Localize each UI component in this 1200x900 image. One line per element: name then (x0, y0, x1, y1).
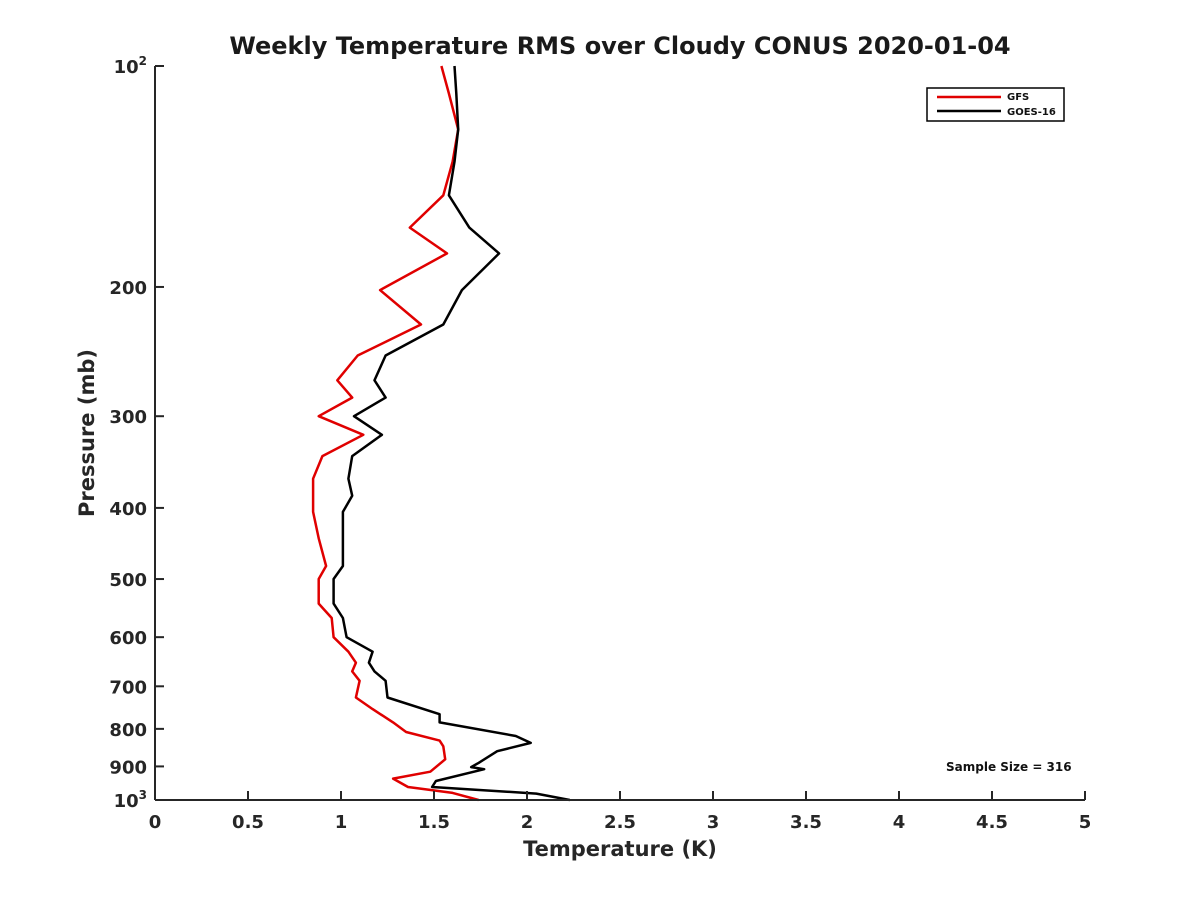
x-tick-label: 1 (335, 812, 348, 833)
series-layer (311, 65, 571, 802)
y-tick-label: 600 (109, 628, 147, 649)
sample-size-annotation: Sample Size = 316 (946, 760, 1072, 774)
y-tick-label: 200 (109, 278, 147, 299)
y-tick-label: 102 (114, 54, 147, 78)
x-tick-label: 3.5 (790, 812, 822, 833)
x-tick-label: 2 (521, 812, 534, 833)
y-tick-label: 900 (109, 757, 147, 778)
series-line-gfs (311, 65, 479, 802)
y-axis-label: Pressure (mb) (75, 349, 99, 517)
x-tick-label: 0.5 (232, 812, 264, 833)
chart-title: Weekly Temperature RMS over Cloudy CONUS… (229, 32, 1010, 60)
legend-box (926, 87, 1065, 122)
y-tick-label: 300 (109, 407, 147, 428)
x-ticks: 0 0.5 1 1.5 2 2.5 3 3.5 4 4.5 5 (149, 791, 1092, 833)
y-ticks: 102 200 300 400 500 600 700 800 900 103 (109, 54, 164, 812)
series-line-goes-16 (332, 65, 571, 802)
x-tick-label: 4.5 (976, 812, 1008, 833)
y-tick-label: 500 (109, 570, 147, 591)
y-tick-label: 103 (114, 788, 147, 812)
x-axis-label: Temperature (K) (523, 837, 717, 861)
legend: GFS GOES-16 (926, 87, 1065, 122)
legend-label-gfs: GFS (1007, 92, 1029, 103)
x-tick-label: 1.5 (418, 812, 450, 833)
x-tick-label: 2.5 (604, 812, 636, 833)
y-tick-label: 400 (109, 499, 147, 520)
x-tick-label: 5 (1079, 812, 1092, 833)
x-tick-label: 3 (707, 812, 720, 833)
x-tick-label: 0 (149, 812, 162, 833)
legend-label-goes-16: GOES-16 (1007, 107, 1056, 118)
y-tick-label: 800 (109, 720, 147, 741)
y-tick-label: 700 (109, 677, 147, 698)
x-tick-label: 4 (893, 812, 906, 833)
